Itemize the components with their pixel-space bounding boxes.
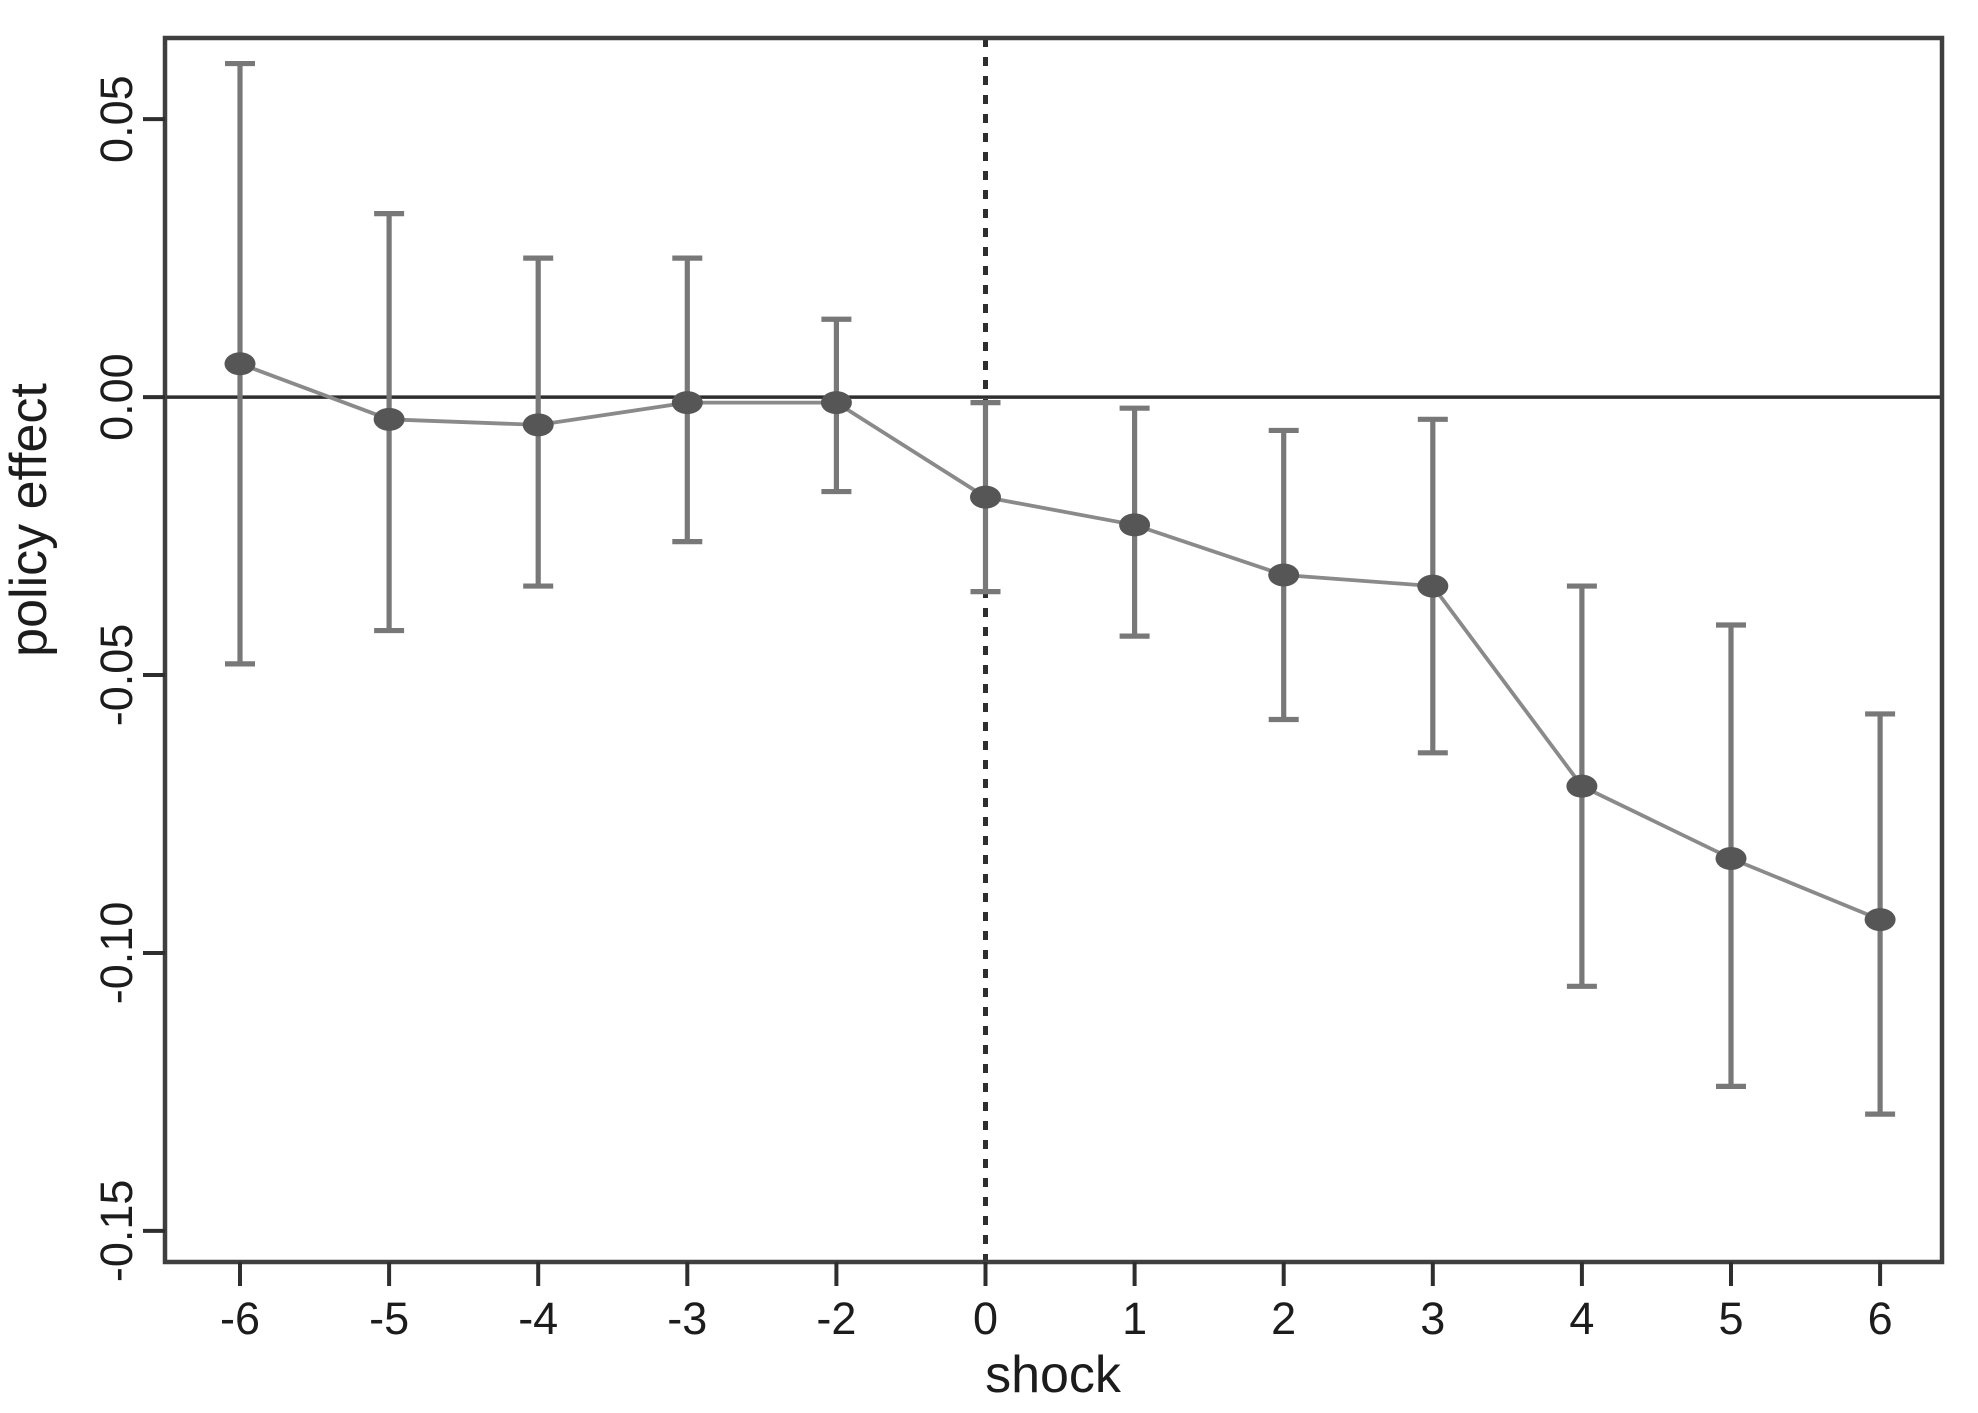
y-axis-title: policy effect [0,383,58,657]
x-tick-label: -3 [667,1293,707,1344]
x-tick-label: 6 [1868,1293,1893,1344]
x-tick-label: -5 [369,1293,409,1344]
data-point-marker [224,352,256,376]
x-tick-label: -6 [220,1293,260,1344]
x-tick-label: 5 [1718,1293,1743,1344]
x-tick-label: 0 [973,1293,998,1344]
data-point-marker [1119,513,1151,537]
data-point-marker [1417,574,1449,598]
y-tick-label: 0.00 [91,353,142,441]
y-tick-label: 0.05 [91,75,142,163]
series-line [239,361,1881,922]
plot-box [162,35,1945,1265]
data-point-marker [1566,774,1598,798]
data-point-marker [1715,846,1747,870]
x-tick-label: 4 [1569,1293,1594,1344]
data-point-marker [522,413,554,437]
x-tick-label: -4 [518,1293,558,1344]
y-tick-label: -0.05 [91,624,142,727]
x-tick-label: 3 [1420,1293,1445,1344]
x-axis-title: shock [985,1346,1122,1404]
data-point-marker [970,485,1001,509]
x-tick-label: 2 [1271,1293,1296,1344]
data-point-marker [671,391,703,415]
data-point-marker [1268,563,1300,587]
x-tick-label: -2 [816,1293,856,1344]
data-point-marker [1864,908,1896,932]
y-tick-label: -0.15 [91,1180,142,1283]
x-tick-label: 1 [1122,1293,1147,1344]
data-point-marker [820,391,852,415]
data-point-marker [373,407,405,431]
y-tick-label: -0.10 [91,902,142,1005]
